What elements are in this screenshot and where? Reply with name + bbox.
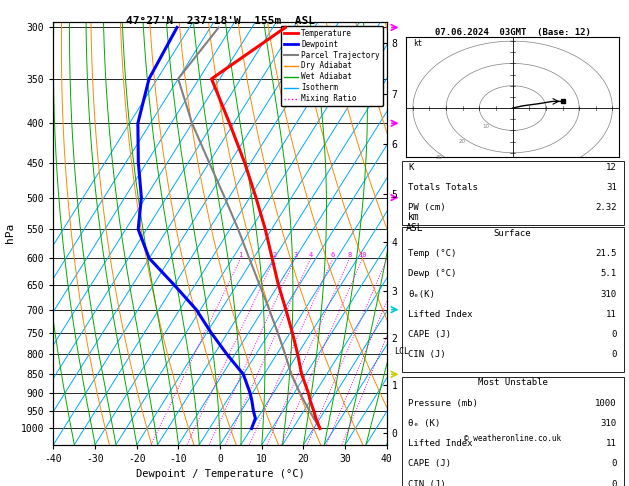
Text: CIN (J): CIN (J) [408,480,446,486]
Text: 07.06.2024  03GMT  (Base: 12): 07.06.2024 03GMT (Base: 12) [435,28,591,37]
Y-axis label: hPa: hPa [6,223,15,243]
Text: 10: 10 [359,252,367,259]
Text: 4: 4 [309,252,313,259]
Text: 11: 11 [606,439,617,448]
Text: CIN (J): CIN (J) [408,350,446,360]
Text: PW (cm): PW (cm) [408,203,446,212]
Text: Dewp (°C): Dewp (°C) [408,269,457,278]
Text: 3: 3 [293,252,298,259]
Text: 6: 6 [331,252,335,259]
Text: K: K [408,163,414,172]
Text: 8: 8 [347,252,352,259]
Text: 0: 0 [611,330,617,339]
Text: © weatheronline.co.uk: © weatheronline.co.uk [464,434,561,443]
Bar [402,161,623,225]
Text: Most Unstable: Most Unstable [477,378,548,387]
Bar [402,227,623,372]
X-axis label: Dewpoint / Temperature (°C): Dewpoint / Temperature (°C) [136,469,304,479]
Text: 2: 2 [272,252,277,259]
Text: Totals Totals: Totals Totals [408,183,478,192]
Text: Lifted Index: Lifted Index [408,439,473,448]
Text: 11: 11 [606,310,617,319]
Text: Temp (°C): Temp (°C) [408,249,457,258]
Text: Pressure (mb): Pressure (mb) [408,399,478,408]
Text: 310: 310 [601,290,617,298]
Text: CAPE (J): CAPE (J) [408,330,452,339]
Bar [402,377,623,486]
Legend: Temperature, Dewpoint, Parcel Trajectory, Dry Adiabat, Wet Adiabat, Isotherm, Mi: Temperature, Dewpoint, Parcel Trajectory… [281,26,383,106]
Text: 21.5: 21.5 [595,249,617,258]
Text: 1000: 1000 [595,399,617,408]
Text: 12: 12 [606,163,617,172]
Text: 2.32: 2.32 [595,203,617,212]
Text: 47°27'N  237°18'W  155m  ASL: 47°27'N 237°18'W 155m ASL [126,16,314,26]
Text: 31: 31 [606,183,617,192]
Text: θₑ(K): θₑ(K) [408,290,435,298]
Text: Surface: Surface [494,228,532,238]
Text: CAPE (J): CAPE (J) [408,459,452,469]
Text: 5.1: 5.1 [601,269,617,278]
Text: 1: 1 [238,252,243,259]
Text: 0: 0 [611,480,617,486]
Text: 0: 0 [611,350,617,360]
Text: 0: 0 [611,459,617,469]
Y-axis label: km
ASL: km ASL [406,212,423,233]
Text: 310: 310 [601,419,617,428]
Text: θₑ (K): θₑ (K) [408,419,441,428]
Text: Lifted Index: Lifted Index [408,310,473,319]
Text: LCL: LCL [394,347,409,356]
